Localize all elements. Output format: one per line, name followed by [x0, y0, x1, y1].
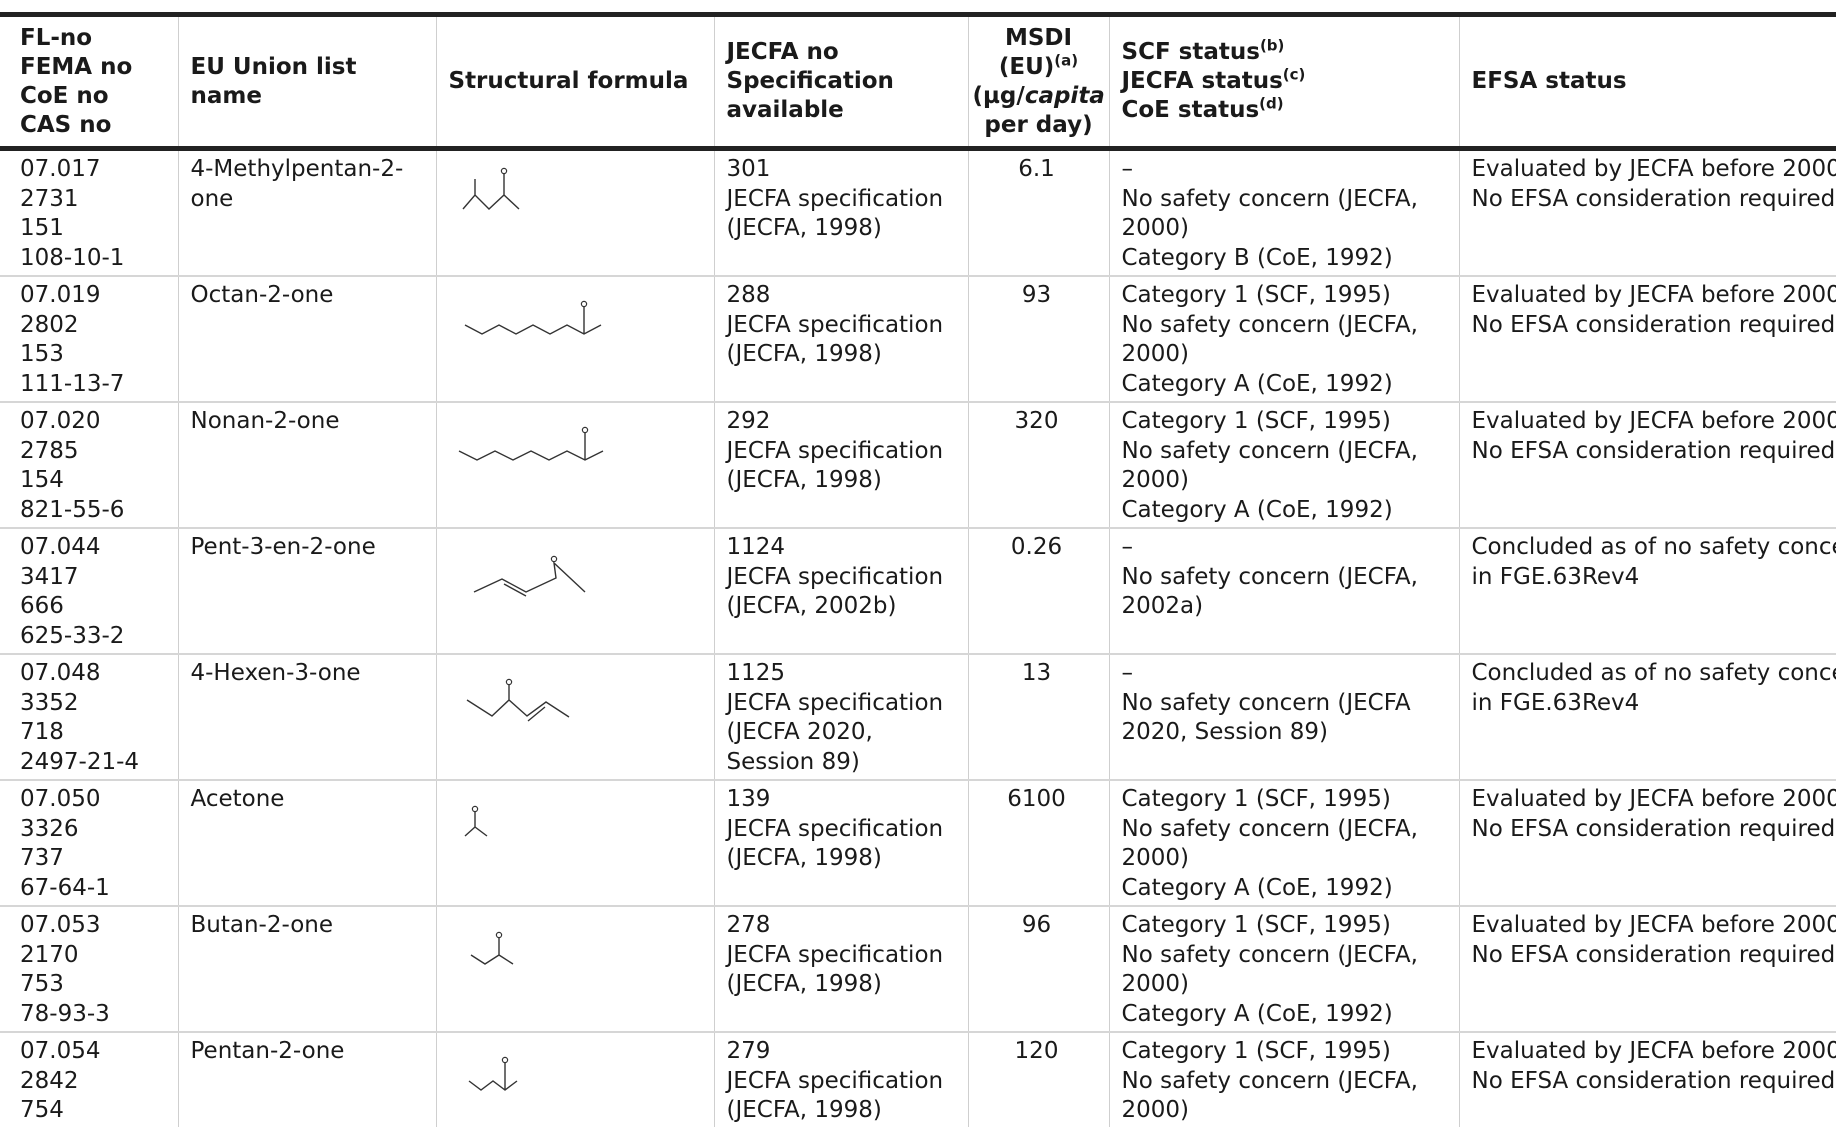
table-row: 07.048 3352 718 2497-21-4 4-Hexen-3-one … — [0, 654, 1836, 781]
efsa-status-cell: Evaluated by JECFA before 2000 – No EFSA … — [1458, 906, 1836, 1033]
acetone-structure-icon — [464, 805, 487, 837]
jecfa-specification-cell: 288 JECFA specification (JECFA, 1998) — [713, 276, 968, 403]
identifiers-cell: 07.020 2785 154 821-55-6 — [0, 402, 178, 529]
jecfa-specification-cell: 1124 JECFA specification (JECFA, 2002b) — [713, 528, 968, 655]
table-header-row: FL-no FEMA no CoE no CAS no EU Union lis… — [0, 17, 1836, 151]
table-row: 07.017 2731 151 108-10-1 4-Methylpentan-… — [0, 148, 1836, 277]
efsa-status-cell: Concluded as of no safety concern in FGE.… — [1458, 528, 1836, 655]
structural-formula-cell — [435, 276, 714, 403]
jecfa-specification-cell: 1125 JECFA specification (JECFA 2020, Sess… — [713, 654, 968, 781]
structural-formula-cell — [435, 528, 714, 655]
status-cell: – No safety concern (JECFA 2020, Session … — [1108, 654, 1459, 781]
status-cell: Category 1 (SCF, 1995) No safety concern … — [1108, 402, 1459, 529]
header-structural-formula: Structural formula — [435, 17, 714, 151]
identifiers-cell: 07.054 2842 754 107-87-9 — [0, 1032, 178, 1127]
efsa-status-cell: Evaluated by JECFA before 2000 – No EFSA … — [1458, 780, 1836, 907]
status-cell: – No safety concern (JECFA, 2002a) — [1108, 528, 1459, 655]
identifiers-cell: 07.048 3352 718 2497-21-4 — [0, 654, 178, 781]
efsa-status-cell: Evaluated by JECFA before 2000 – No EFSA … — [1458, 1032, 1836, 1127]
jecfa-specification-cell: 139 JECFA specification (JECFA, 1998) — [713, 780, 968, 907]
table-row: 07.053 2170 753 78-93-3 Butan-2-one 278 J… — [0, 906, 1836, 1033]
flavouring-substances-table: FL-no FEMA no CoE no CAS no EU Union lis… — [0, 17, 1836, 1127]
union-list-name-cell: Nonan-2-one — [177, 402, 436, 529]
identifiers-cell: 07.017 2731 151 108-10-1 — [0, 148, 178, 277]
identifiers-cell: 07.044 3417 666 625-33-2 — [0, 528, 178, 655]
structural-formula-cell — [435, 780, 714, 907]
status-cell: Category 1 (SCF, 1995) No safety concern … — [1108, 1032, 1459, 1127]
efsa-status-cell: Concluded as of no safety concern in FGE.… — [1458, 654, 1836, 781]
msdi-cell: 6100 — [967, 780, 1109, 907]
jecfa-specification-cell: 278 JECFA specification (JECFA, 1998) — [713, 906, 968, 1033]
header-msdi: MSDI (EU)(a) (µg/capita per day) — [967, 17, 1109, 151]
table-row: 07.019 2802 153 111-13-7 Octan-2-one 288… — [0, 276, 1836, 403]
union-list-name-cell: Octan-2-one — [177, 276, 436, 403]
pent-3-en-2-one-structure-icon — [473, 555, 585, 597]
structural-formula-cell — [435, 654, 714, 781]
msdi-cell: 13 — [967, 654, 1109, 781]
jecfa-specification-cell: 301 JECFA specification (JECFA, 1998) — [713, 148, 968, 277]
table-row: 07.054 2842 754 107-87-9 Pentan-2-one 27… — [0, 1032, 1836, 1127]
status-cell: Category 1 (SCF, 1995) No safety concern … — [1108, 780, 1459, 907]
identifiers-cell: 07.053 2170 753 78-93-3 — [0, 906, 178, 1033]
union-list-name-cell: Pent-3-en-2-one — [177, 528, 436, 655]
octan-2-one-structure-icon — [464, 300, 601, 335]
header-efsa-status: EFSA status — [1458, 17, 1836, 151]
union-list-name-cell: Acetone — [177, 780, 436, 907]
msdi-cell: 0.26 — [967, 528, 1109, 655]
efsa-status-cell: Evaluated by JECFA before 2000 – No EFSA … — [1458, 402, 1836, 529]
butan-2-one-structure-icon — [470, 931, 513, 965]
jecfa-specification-cell: 279 JECFA specification (JECFA, 1998) — [713, 1032, 968, 1127]
table-row: 07.050 3326 737 67-64-1 Acetone 139 JECFA… — [0, 780, 1836, 907]
table-body: 07.017 2731 151 108-10-1 4-Methylpentan-… — [0, 148, 1836, 1127]
union-list-name-cell: Butan-2-one — [177, 906, 436, 1033]
table-top-rule — [0, 12, 1836, 17]
4-methylpentan-2-one-structure-icon — [461, 167, 519, 210]
status-cell: – No safety concern (JECFA, 2000) Category… — [1108, 148, 1459, 277]
structural-formula-cell — [435, 148, 714, 277]
structural-formula-cell — [435, 1032, 714, 1127]
header-identifiers: FL-no FEMA no CoE no CAS no — [0, 17, 178, 151]
identifiers-cell: 07.050 3326 737 67-64-1 — [0, 780, 178, 907]
msdi-cell: 120 — [967, 1032, 1109, 1127]
msdi-cell: 320 — [967, 402, 1109, 529]
status-cell: Category 1 (SCF, 1995) No safety concern … — [1108, 276, 1459, 403]
msdi-cell: 93 — [967, 276, 1109, 403]
efsa-status-cell: Evaluated by JECFA before 2000 – No EFSA … — [1458, 148, 1836, 277]
status-cell: Category 1 (SCF, 1995) No safety concern … — [1108, 906, 1459, 1033]
pentan-2-one-structure-icon — [468, 1056, 517, 1091]
header-status: SCF status(b) JECFA status(c) CoE status… — [1108, 17, 1459, 151]
union-list-name-cell: Pentan-2-one — [177, 1032, 436, 1127]
table-row: 07.044 3417 666 625-33-2 Pent-3-en-2-one… — [0, 528, 1836, 655]
table-row: 07.020 2785 154 821-55-6 Nonan-2-one 292… — [0, 402, 1836, 529]
msdi-cell: 96 — [967, 906, 1109, 1033]
4-hexen-3-one-structure-icon — [466, 678, 569, 722]
nonan-2-one-structure-icon — [458, 426, 603, 461]
header-jecfa-specification: JECFA no Specification available — [713, 17, 968, 151]
jecfa-specification-cell: 292 JECFA specification (JECFA, 1998) — [713, 402, 968, 529]
union-list-name-cell: 4-Methylpentan-2-one — [177, 148, 436, 277]
msdi-cell: 6.1 — [967, 148, 1109, 277]
structural-formula-cell — [435, 402, 714, 529]
header-union-list-name: EU Union list name — [177, 17, 436, 151]
efsa-status-cell: Evaluated by JECFA before 2000 – No EFSA … — [1458, 276, 1836, 403]
union-list-name-cell: 4-Hexen-3-one — [177, 654, 436, 781]
structural-formula-cell — [435, 906, 714, 1033]
identifiers-cell: 07.019 2802 153 111-13-7 — [0, 276, 178, 403]
